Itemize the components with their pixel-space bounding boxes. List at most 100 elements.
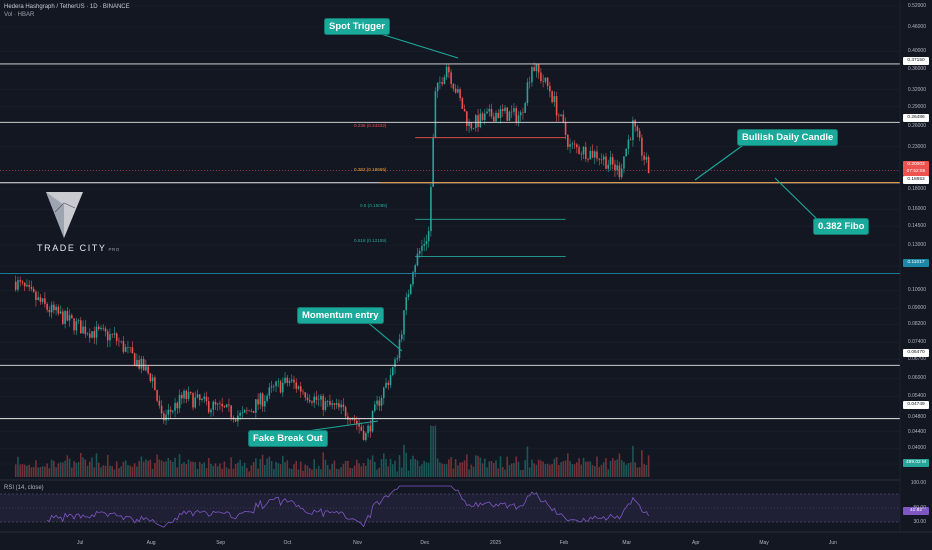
candle-body: [389, 375, 392, 385]
volume-bar: [75, 462, 78, 477]
volume-bar: [602, 462, 605, 477]
candle-body: [250, 410, 253, 412]
volume-bar: [62, 462, 64, 477]
candle-body: [616, 165, 618, 171]
fibo-382-label[interactable]: 0.382 Fibo: [813, 218, 870, 235]
candle-body: [82, 326, 84, 334]
volume-bar: [261, 454, 264, 477]
price-axis-label: 0.36000: [907, 66, 926, 73]
volume-bar: [293, 464, 295, 477]
volume-bar: [436, 458, 439, 477]
candle-body: [284, 377, 286, 383]
rsi-title: RSI (14, close): [4, 485, 44, 491]
momentum-entry-label[interactable]: Momentum entry: [297, 307, 384, 324]
volume-bar: [104, 465, 107, 477]
spot-trigger-label[interactable]: Spot Trigger: [324, 18, 390, 35]
volume-bar: [492, 463, 495, 477]
volume-bar: [127, 465, 129, 477]
bullish-candle-label[interactable]: Bullish Daily Candle: [737, 129, 839, 146]
candle-body: [122, 340, 125, 352]
volume-bar: [178, 454, 181, 477]
volume-bar: [571, 463, 574, 477]
candle-body: [544, 77, 547, 82]
volume-bar: [290, 468, 293, 477]
candle-body: [452, 83, 455, 89]
volume-bar: [66, 455, 69, 477]
volume-bar: [145, 459, 147, 477]
candle-body: [409, 284, 412, 295]
candle-body: [75, 321, 78, 331]
volume-bar: [259, 459, 262, 477]
candle-body: [178, 394, 181, 409]
candle-body: [598, 158, 601, 160]
candle-body: [136, 359, 138, 366]
candle-body: [264, 400, 266, 407]
candle-body: [273, 386, 275, 387]
candle-body: [342, 404, 345, 408]
volume-bar: [542, 461, 544, 477]
fake-breakout-label[interactable]: Fake Break Out: [248, 430, 328, 447]
candle-body: [585, 146, 587, 160]
volume-bar: [326, 465, 329, 477]
candle-body: [160, 405, 163, 414]
volume-bar: [14, 464, 17, 477]
candle-body: [423, 244, 425, 246]
volume-bar: [632, 445, 634, 477]
volume-bar: [515, 456, 517, 477]
candle-body: [573, 143, 576, 145]
candle-body: [477, 115, 479, 128]
candle-body: [340, 404, 342, 408]
candle-body: [216, 403, 219, 405]
rsi-line: [46, 485, 649, 528]
candle-body: [347, 416, 349, 420]
grid: [0, 5, 900, 465]
price-axis-label: 0.16000: [907, 206, 926, 213]
volume-bar: [353, 465, 356, 477]
candle-body: [546, 77, 549, 86]
horizontal-levels: [0, 63, 900, 420]
candle-body: [378, 400, 381, 406]
candle-body: [490, 108, 493, 117]
candle-body: [41, 298, 44, 302]
volume-bar: [578, 458, 580, 477]
candle-body: [151, 377, 154, 382]
candle-body: [97, 326, 100, 330]
candle-body: [37, 297, 39, 301]
candle-body: [201, 398, 203, 400]
candle-body: [349, 419, 351, 421]
candle-body: [430, 186, 432, 232]
candle-body: [470, 122, 473, 129]
candle-body: [138, 359, 140, 369]
price-axis-label: 0.29000: [907, 103, 926, 110]
volume-bar: [257, 468, 259, 477]
candle-body: [163, 413, 165, 421]
volume-bar: [241, 465, 244, 477]
candle-body: [322, 395, 324, 411]
volume-bar: [268, 456, 271, 477]
volume-bar: [21, 464, 24, 477]
volume-bar: [452, 468, 455, 477]
price-axis-label: 0.10000: [907, 287, 926, 294]
candle-body: [210, 409, 212, 413]
countdown-tag: 07:52:56: [903, 168, 929, 176]
candle-body: [623, 156, 625, 169]
candle-body: [468, 122, 470, 126]
candle-body: [225, 404, 228, 408]
candle-body: [620, 168, 623, 178]
volume-bar: [329, 469, 331, 477]
candle-body: [387, 382, 390, 385]
volume-bar: [225, 467, 228, 477]
candle-body: [344, 407, 347, 417]
volume-title: Vol · HBAR: [4, 12, 35, 18]
candle-body: [329, 401, 331, 405]
candle-body: [115, 333, 118, 341]
candle-body: [412, 272, 414, 285]
volume-bar: [524, 460, 526, 477]
volume-bar: [17, 456, 19, 477]
time-axis-label: Jun: [828, 540, 837, 546]
volume-bar: [517, 461, 520, 477]
candle-body: [290, 379, 293, 381]
candle-body: [26, 284, 28, 287]
volume-bar: [82, 457, 84, 477]
